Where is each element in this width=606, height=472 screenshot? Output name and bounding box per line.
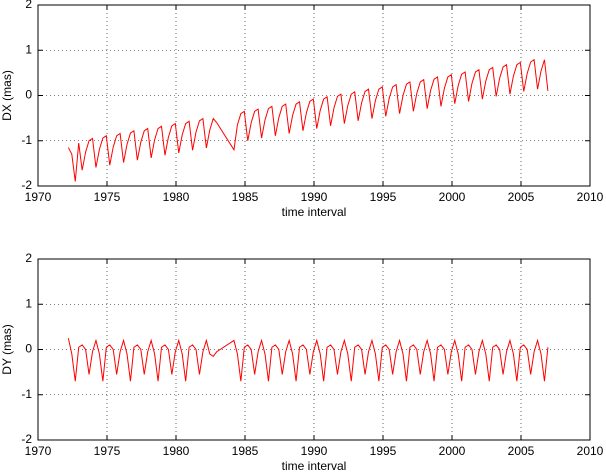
y-axis-label: DX (mas) [0,70,14,121]
axes-box [37,258,591,441]
x-tick-label: 1985 [232,444,259,458]
y-tick-label: -2 [21,432,32,446]
y-tick-label: 2 [25,251,32,265]
x-tick-label: 1980 [163,444,190,458]
subplot: 1970 1975 1980 1985 1990 1995 2000 2005 2010 -2 -1… [0,251,603,472]
x-axis-label: time interval [282,459,347,472]
y-tick-label: 2 [25,0,32,11]
x-tick-label: 1985 [232,190,259,204]
y-axis-label: DY (mas) [0,324,14,374]
x-tick-label: 2010 [577,190,604,204]
y-tick-label: 0 [25,88,32,102]
x-tick-label: 1975 [94,444,121,458]
y-tick-label: -2 [21,178,32,192]
subplot: 1970 1975 1980 1985 1990 1995 2000 2005 2010 -2 -1… [0,0,603,219]
x-tick-label: 1990 [301,190,328,204]
x-tick-label: 1970 [25,190,52,204]
x-tick-label: 1975 [94,190,121,204]
x-axis-label: time interval [282,205,347,219]
x-tick-label: 1995 [370,190,397,204]
y-tick-label: -1 [21,133,32,147]
y-tick-label: 0 [25,342,32,356]
y-tick-label: 1 [25,42,32,56]
x-tick-label: 1995 [370,444,397,458]
axes-box [37,4,591,187]
x-tick-label: 2005 [508,444,535,458]
y-tick-label: 1 [25,296,32,310]
x-tick-label: 2010 [577,444,604,458]
data-line [67,338,549,382]
x-tick-label: 2000 [439,190,466,204]
x-tick-label: 1980 [163,190,190,204]
x-tick-label: 1990 [301,444,328,458]
x-tick-label: 2005 [508,190,535,204]
y-tick-label: -1 [21,387,32,401]
x-tick-label: 2000 [439,444,466,458]
data-line [67,58,549,182]
x-tick-label: 1970 [25,444,52,458]
